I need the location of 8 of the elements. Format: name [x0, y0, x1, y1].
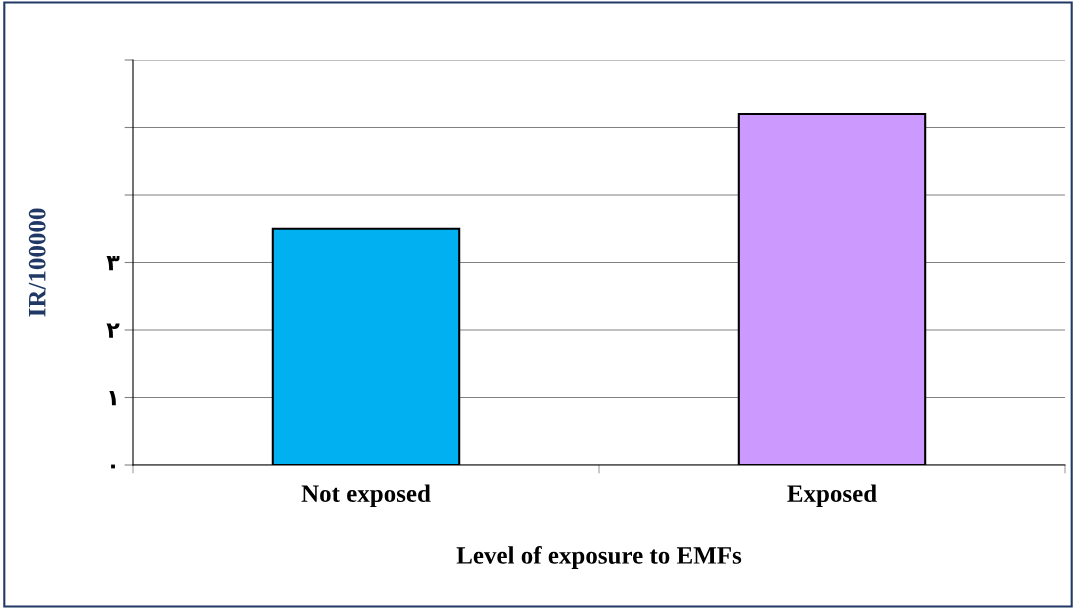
x-axis-title: Level of exposure to EMFs	[456, 546, 742, 569]
x-tick-label: Exposed	[787, 484, 877, 508]
x-tick-label: Not exposed	[301, 484, 431, 508]
y-tick-label: ٠	[111, 464, 115, 469]
y-tick-label: ٢	[106, 323, 120, 338]
y-tick-label: ٣	[106, 256, 120, 271]
y-tick-label: ١	[109, 391, 116, 406]
y-axis-title: IR/100000	[28, 208, 46, 317]
